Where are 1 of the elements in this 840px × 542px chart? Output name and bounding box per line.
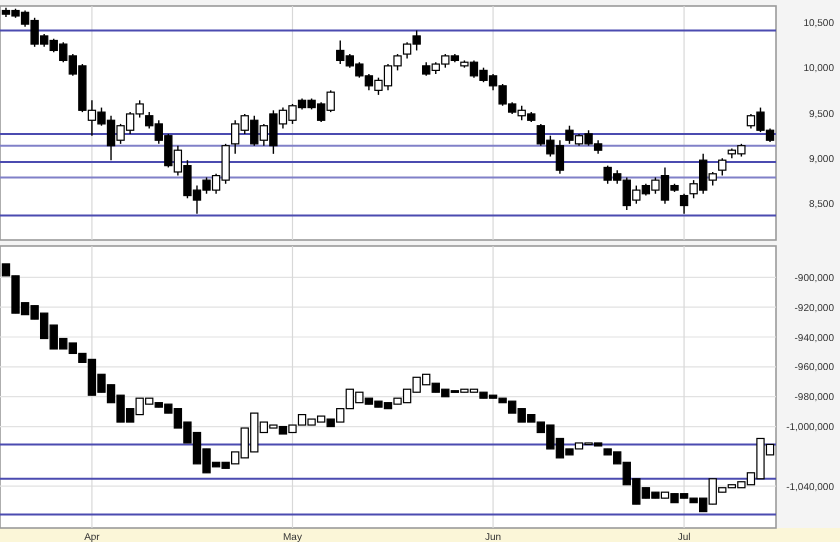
candlestick [679,193,689,215]
